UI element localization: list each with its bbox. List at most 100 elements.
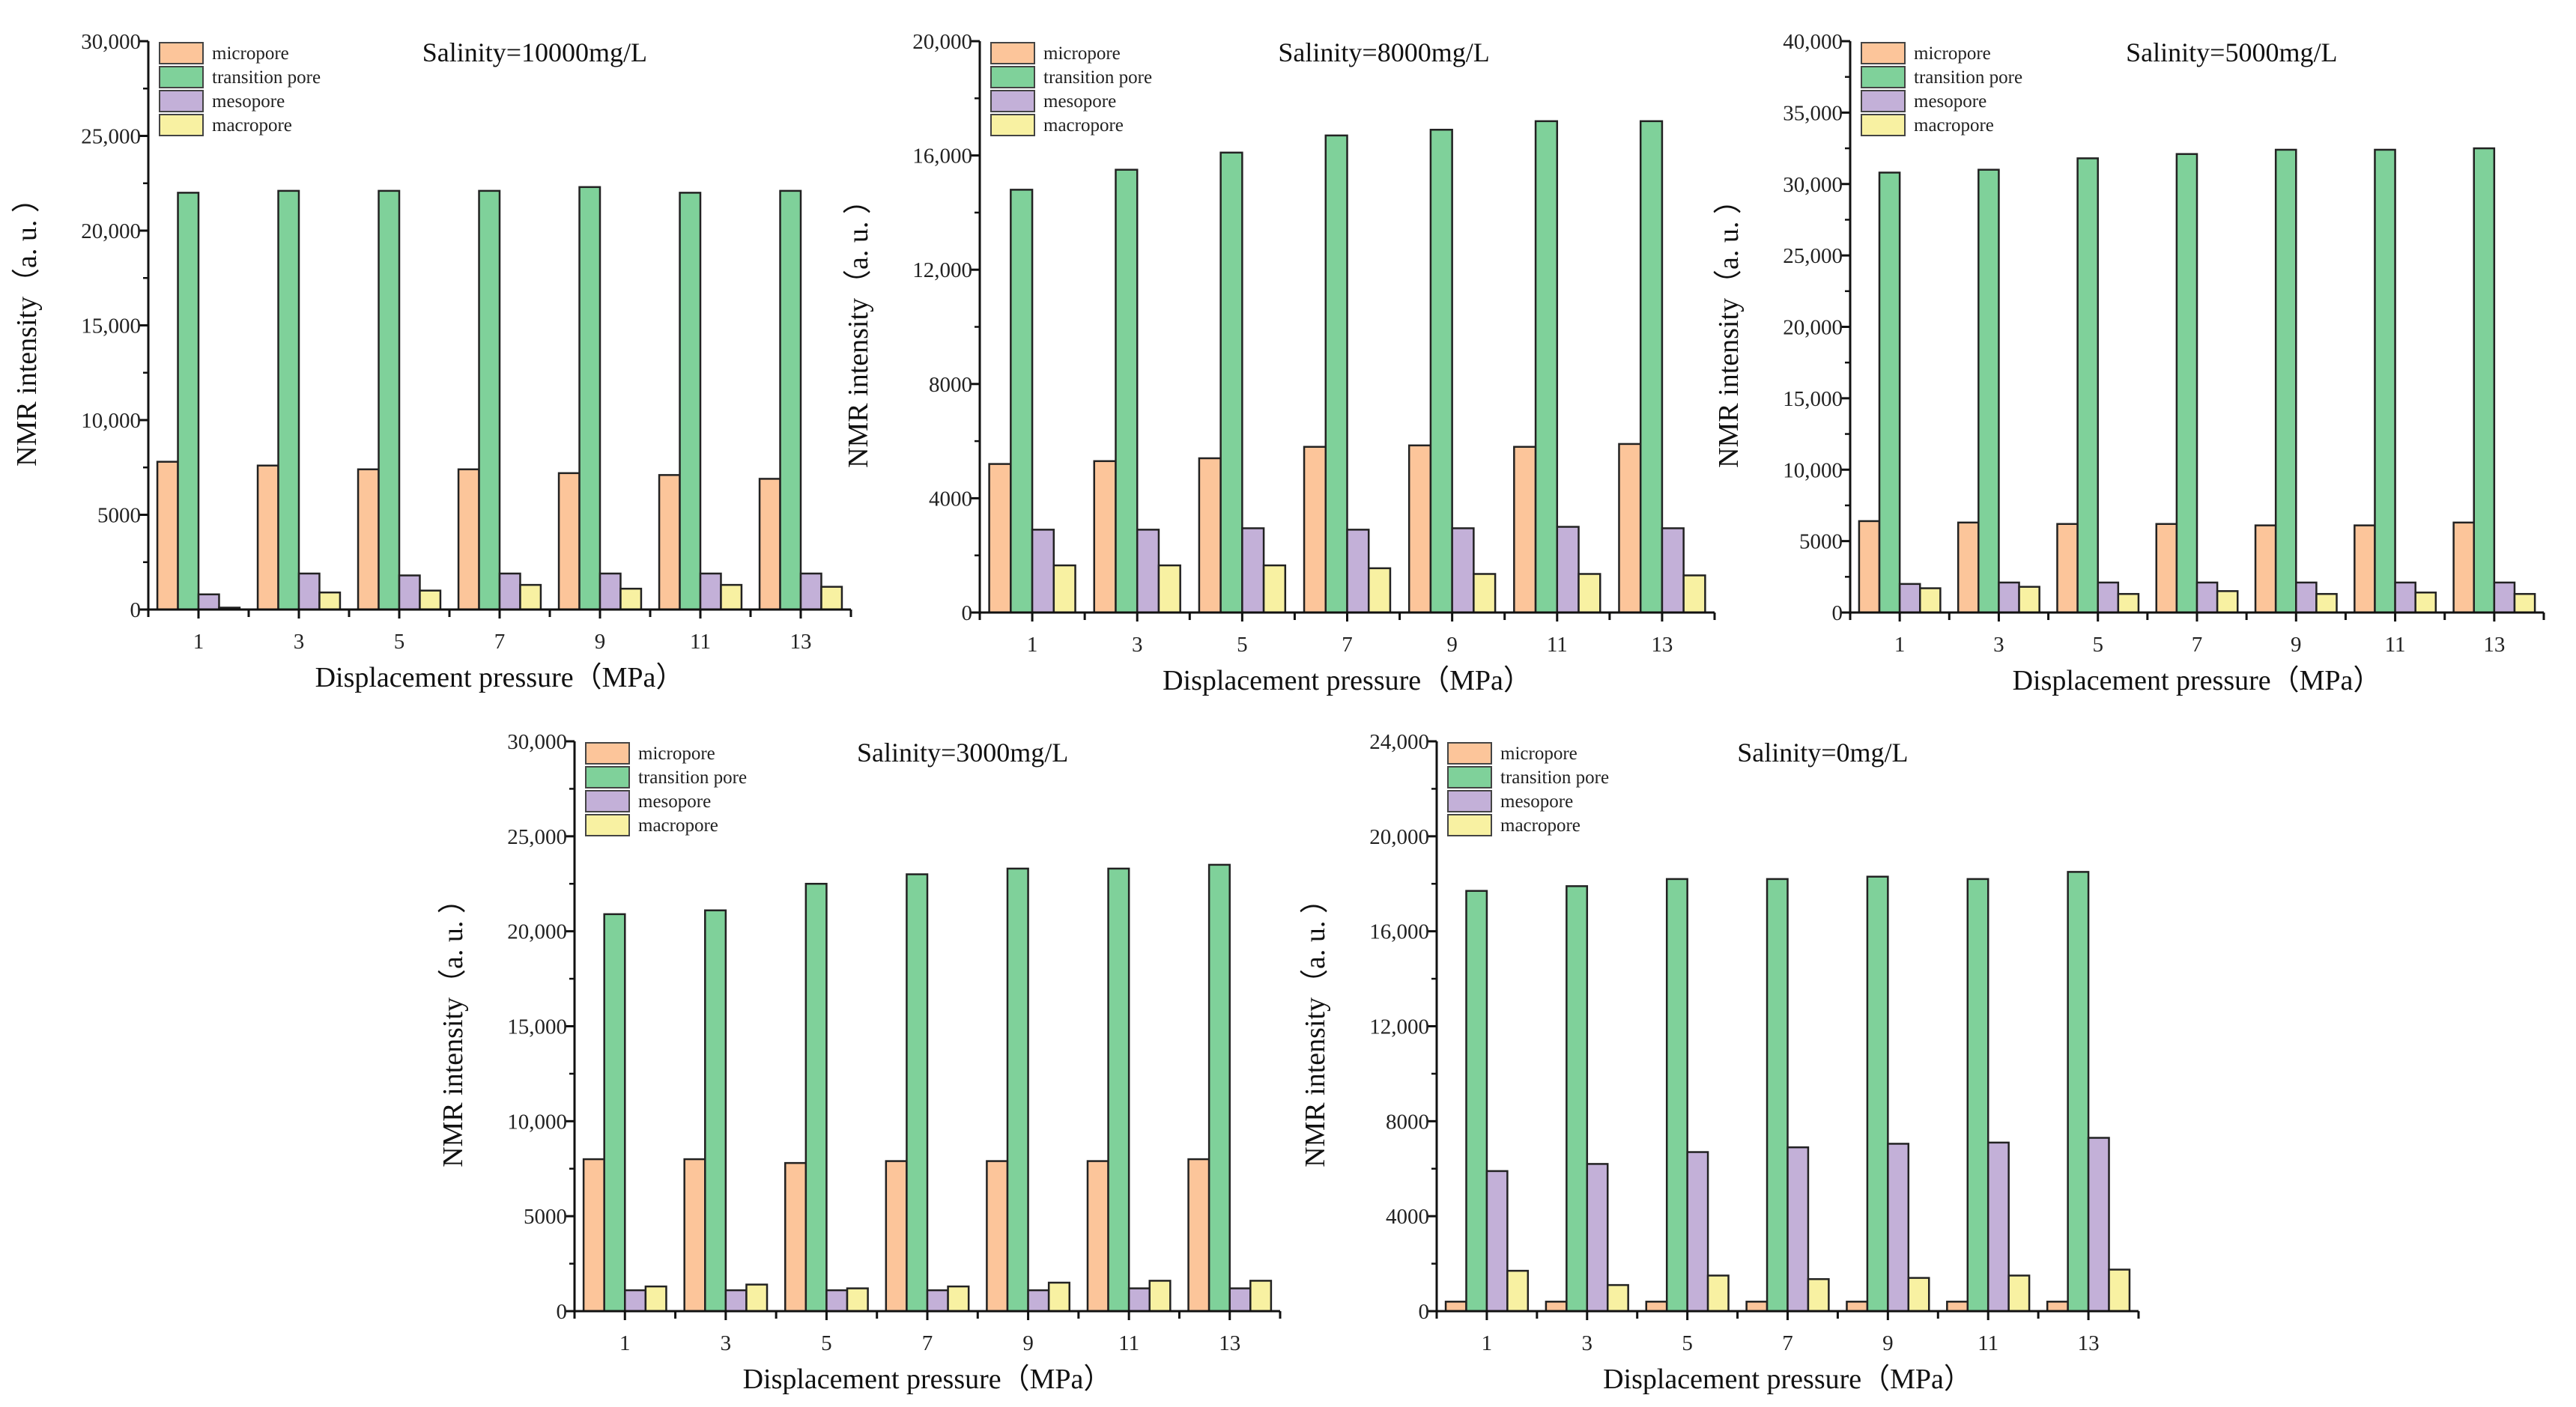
bar-transition-pore [1966, 878, 1989, 1313]
bar-transition-pore [2274, 148, 2297, 614]
x-tick-label: 9 [1022, 1331, 1034, 1355]
y-tick-label: 8000 [929, 373, 972, 397]
y-tick-label: 0 [962, 601, 973, 625]
y-tick-label: 0 [1832, 601, 1843, 625]
bar-macropore [1052, 564, 1076, 614]
y-tick-label: 12,000 [912, 258, 972, 282]
legend-swatch [1861, 90, 1906, 112]
bar-mesopore [699, 572, 722, 611]
x-tick-label: 11 [1118, 1331, 1139, 1355]
bar-macropore [745, 1283, 769, 1313]
bar-transition-pore [704, 909, 727, 1313]
bar-macropore [1907, 1277, 1930, 1313]
chart-title: Salinity=8000mg/L [1278, 37, 1489, 67]
y-tick-label: 0 [1419, 1300, 1430, 1324]
bar-micropore [2056, 523, 2079, 614]
bar-macropore [2117, 592, 2140, 614]
x-tick-label: 11 [2385, 633, 2406, 657]
y-tick-label: 5000 [1799, 530, 1843, 554]
y-tick-label: 20,000 [507, 920, 567, 944]
chart-title: Salinity=5000mg/L [2126, 37, 2337, 67]
bar-mesopore [1998, 581, 2020, 614]
y-axis-label: NMR intensity（a. u. ） [437, 885, 469, 1167]
legend-label: transition pore [1043, 67, 1152, 88]
bar-macropore [1682, 574, 1706, 614]
x-tick-label: 1 [193, 630, 204, 654]
bar-micropore [758, 478, 781, 611]
legend-swatch [1861, 66, 1906, 88]
bar-micropore [1645, 1301, 1668, 1313]
bar-macropore [2108, 1268, 2131, 1313]
bar-transition-pore [2067, 871, 2090, 1313]
bar-transition-pore [378, 189, 401, 611]
chart-panel: 0 5000 10,000 15,000 20,000 25,000 30,000 35,00… [1713, 30, 2545, 696]
bar-mesopore [1241, 527, 1265, 614]
legend-swatch [1447, 790, 1492, 812]
bar-transition-pore [1866, 875, 1889, 1313]
y-tick-label: 10,000 [81, 409, 141, 433]
x-tick-label: 1 [1482, 1331, 1493, 1355]
bar-mesopore [1136, 529, 1160, 614]
bar-mesopore [1586, 1163, 1609, 1313]
bar-micropore [986, 1160, 1009, 1313]
x-tick-label: 13 [2078, 1331, 2100, 1355]
bar-mesopore [2394, 581, 2416, 614]
bar-mesopore [1686, 1151, 1709, 1313]
legend-label: micropore [1914, 43, 1991, 64]
x-tick-label: 11 [1978, 1331, 1998, 1355]
legend-label: macropore [638, 815, 718, 836]
bar-transition-pore [1639, 120, 1664, 614]
x-tick-label: 11 [690, 630, 711, 654]
bar-macropore [1157, 564, 1181, 614]
x-axis-label: Displacement pressure（MPa） [1603, 1364, 1972, 1395]
x-tick-label: 13 [1219, 1331, 1240, 1355]
y-axis-label: NMR intensity（a. u. ） [11, 184, 43, 467]
bar-micropore [1946, 1301, 1969, 1313]
bar-micropore [658, 474, 681, 611]
legend-swatch [159, 66, 204, 88]
x-tick-label: 5 [394, 630, 405, 654]
legend-swatch [1861, 114, 1906, 136]
y-tick-label: 40,000 [1783, 30, 1843, 54]
x-tick-label: 1 [619, 1331, 631, 1355]
bar-transition-pore [1107, 867, 1130, 1313]
x-tick-label: 1 [1027, 633, 1038, 657]
x-axis-label: Displacement pressure（MPa） [315, 662, 685, 693]
bar-micropore [683, 1158, 706, 1313]
bar-mesopore [2195, 581, 2219, 614]
bar-transition-pore [1006, 867, 1029, 1313]
x-tick-label: 13 [1651, 633, 1673, 657]
bar-macropore [720, 583, 743, 611]
x-axis-label: Displacement pressure（MPa） [2013, 665, 2382, 696]
y-tick-label: 35,000 [1783, 101, 1843, 125]
bar-micropore [1198, 457, 1222, 614]
legend-swatch [1447, 766, 1492, 788]
legend: micropore transition pore mesopore macropor… [159, 42, 321, 136]
x-tick-label: 7 [922, 1331, 933, 1355]
legend-swatch [1447, 814, 1492, 836]
bar-transition-pore [1766, 878, 1789, 1313]
bar-mesopore [1027, 1289, 1050, 1313]
bar-transition-pore [679, 192, 702, 611]
bar-transition-pore [906, 873, 929, 1313]
bar-transition-pore [478, 189, 501, 611]
x-tick-label: 7 [1782, 1331, 1793, 1355]
legend-swatch [990, 42, 1035, 64]
y-tick-label: 25,000 [1783, 244, 1843, 268]
bar-macropore [1047, 1281, 1070, 1313]
y-tick-label: 4000 [1386, 1205, 1429, 1229]
bar-macropore [2018, 586, 2040, 614]
bar-mesopore [1986, 1141, 2010, 1313]
x-tick-label: 9 [1446, 633, 1458, 657]
bar-micropore [2452, 521, 2475, 614]
bar-micropore [1957, 521, 1980, 614]
bar-micropore [1858, 520, 1881, 614]
chart-title: Salinity=0mg/L [1737, 738, 1908, 768]
y-tick-label: 15,000 [1783, 387, 1843, 411]
legend-label: micropore [1500, 744, 1578, 764]
bar-mesopore [1127, 1287, 1151, 1313]
bar-macropore [619, 587, 643, 611]
legend-label: transition pore [212, 67, 321, 88]
legend-swatch [1447, 742, 1492, 765]
